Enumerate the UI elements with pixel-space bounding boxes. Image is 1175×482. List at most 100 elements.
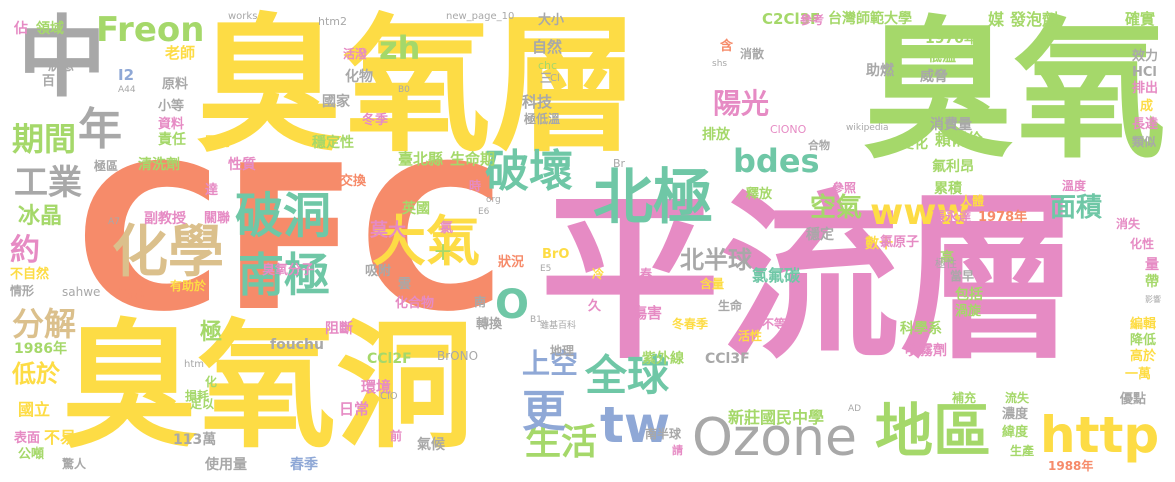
cloud-word: chc	[538, 60, 557, 71]
cloud-word: 效力	[1132, 50, 1158, 63]
cloud-word: 生產	[1010, 445, 1034, 457]
cloud-word: 氯原子	[880, 236, 919, 249]
cloud-word: 含量	[700, 278, 724, 290]
cloud-word: 自然	[532, 40, 562, 55]
cloud-word: 穩定	[806, 228, 834, 242]
cloud-word: 編輯	[1130, 318, 1156, 331]
cloud-word: 含	[720, 40, 733, 53]
cloud-word: 雖基百科	[540, 322, 576, 331]
cloud-word: 性質	[228, 158, 256, 172]
cloud-word: org	[486, 196, 501, 205]
cloud-word: 工業	[14, 166, 82, 200]
cloud-word: 補充	[952, 392, 976, 404]
cloud-word: 釋放	[746, 188, 772, 201]
cloud-word: 前	[390, 430, 402, 442]
cloud-word: 優點	[1120, 393, 1146, 406]
cloud-word: 北半球	[680, 248, 752, 272]
cloud-word: 清洗劑	[138, 158, 180, 172]
cloud-word: wikipedia	[846, 124, 889, 133]
cloud-word: 莫大	[370, 222, 406, 240]
cloud-word: 1986年	[14, 342, 67, 356]
cloud-word: 化學	[112, 225, 224, 281]
cloud-word: 空氣	[810, 195, 862, 221]
cloud-word: fouchu	[270, 338, 324, 352]
cloud-word: E5	[540, 265, 551, 274]
cloud-word: 地區	[875, 402, 991, 460]
cloud-word: 流失	[1005, 392, 1029, 404]
cloud-word: 不自然	[10, 268, 49, 281]
cloud-word: 化合物	[395, 297, 434, 310]
cloud-word: 新莊國民中學	[728, 410, 824, 426]
cloud-word: 冬春季	[672, 318, 708, 330]
cloud-word: 極區	[94, 160, 118, 172]
cloud-word: 生命	[718, 300, 742, 312]
cloud-word: 小等	[158, 100, 184, 113]
cloud-word: 低溫	[928, 50, 956, 64]
cloud-word: E6	[478, 208, 489, 217]
cloud-word: 傷害	[632, 306, 662, 321]
cloud-word: ClO	[380, 392, 398, 402]
cloud-word: 阻斷	[325, 322, 353, 336]
cloud-word: 化性	[1130, 238, 1154, 250]
cloud-word: 臭氧洞	[60, 318, 474, 456]
cloud-word: htm2	[318, 16, 347, 27]
cloud-word: 十	[435, 245, 451, 261]
cloud-word: A44	[118, 86, 136, 95]
cloud-word: 活潑	[343, 48, 367, 60]
cloud-word: 照射	[205, 136, 231, 149]
cloud-word: BrO	[542, 248, 569, 261]
cloud-word: 情形	[10, 285, 34, 297]
cloud-word: 責任	[158, 133, 186, 147]
cloud-word: 生命期	[450, 152, 495, 167]
cloud-word: 化	[205, 376, 217, 388]
cloud-word: 排放	[702, 128, 730, 142]
cloud-word: 分解	[12, 308, 76, 340]
cloud-word: bdes	[733, 145, 820, 177]
cloud-word: 一萬	[1125, 368, 1151, 381]
cloud-word: 類似	[1132, 136, 1156, 148]
cloud-word: 地理	[550, 345, 574, 357]
cloud-word: sahwe	[62, 286, 100, 298]
cloud-word: 長達	[1132, 118, 1158, 131]
cloud-word: 包括	[955, 288, 983, 302]
cloud-word: 日常	[339, 402, 369, 417]
cloud-word: shs	[712, 60, 727, 69]
cloud-word: 不易	[44, 430, 76, 446]
cloud-word: 台灣師範大學	[828, 12, 912, 26]
cloud-word: 化物	[345, 70, 373, 84]
cloud-word: 噴霧劑	[905, 344, 947, 358]
cloud-word: I2	[118, 68, 134, 83]
cloud-word: HCl	[1132, 66, 1157, 79]
cloud-word: 氣候	[417, 438, 445, 452]
cloud-word: 帶	[1145, 275, 1159, 289]
cloud-word: 陽光	[713, 90, 769, 118]
cloud-word: 降低	[1130, 334, 1156, 347]
cloud-word: 合物	[808, 140, 830, 151]
cloud-word: 關聯	[204, 212, 230, 225]
cloud-word: 參考	[800, 14, 824, 26]
cloud-word: 請	[672, 445, 683, 456]
cloud-word: 原料	[162, 78, 188, 91]
cloud-word: 賴俐伶	[935, 132, 983, 148]
cloud-word: 高於	[1130, 350, 1156, 363]
cloud-word: http	[1040, 410, 1159, 460]
cloud-word: 消費量	[930, 118, 972, 132]
cloud-word: 時	[469, 180, 481, 192]
cloud-word: 佔	[14, 22, 28, 36]
cloud-word: 溫度	[1062, 180, 1086, 192]
cloud-word: tw	[600, 400, 670, 450]
cloud-word: 達	[205, 184, 218, 197]
cloud-word: 年	[78, 108, 122, 152]
cloud-word: 消失	[1116, 218, 1140, 230]
cloud-word: 穩定性	[312, 136, 354, 150]
cloud-word: 氯	[440, 222, 453, 235]
cloud-word: 更	[522, 390, 566, 434]
cloud-word: 確實	[1125, 12, 1155, 27]
cloud-word: 表面	[14, 432, 40, 445]
cloud-word: 影響	[1145, 296, 1161, 304]
cloud-word: 媒	[988, 12, 1004, 28]
cloud-word: 吸附	[365, 265, 391, 278]
cloud-word: 紫外線	[642, 352, 684, 366]
cloud-word: 北極	[593, 168, 713, 228]
cloud-word: CCl3F	[705, 352, 750, 366]
